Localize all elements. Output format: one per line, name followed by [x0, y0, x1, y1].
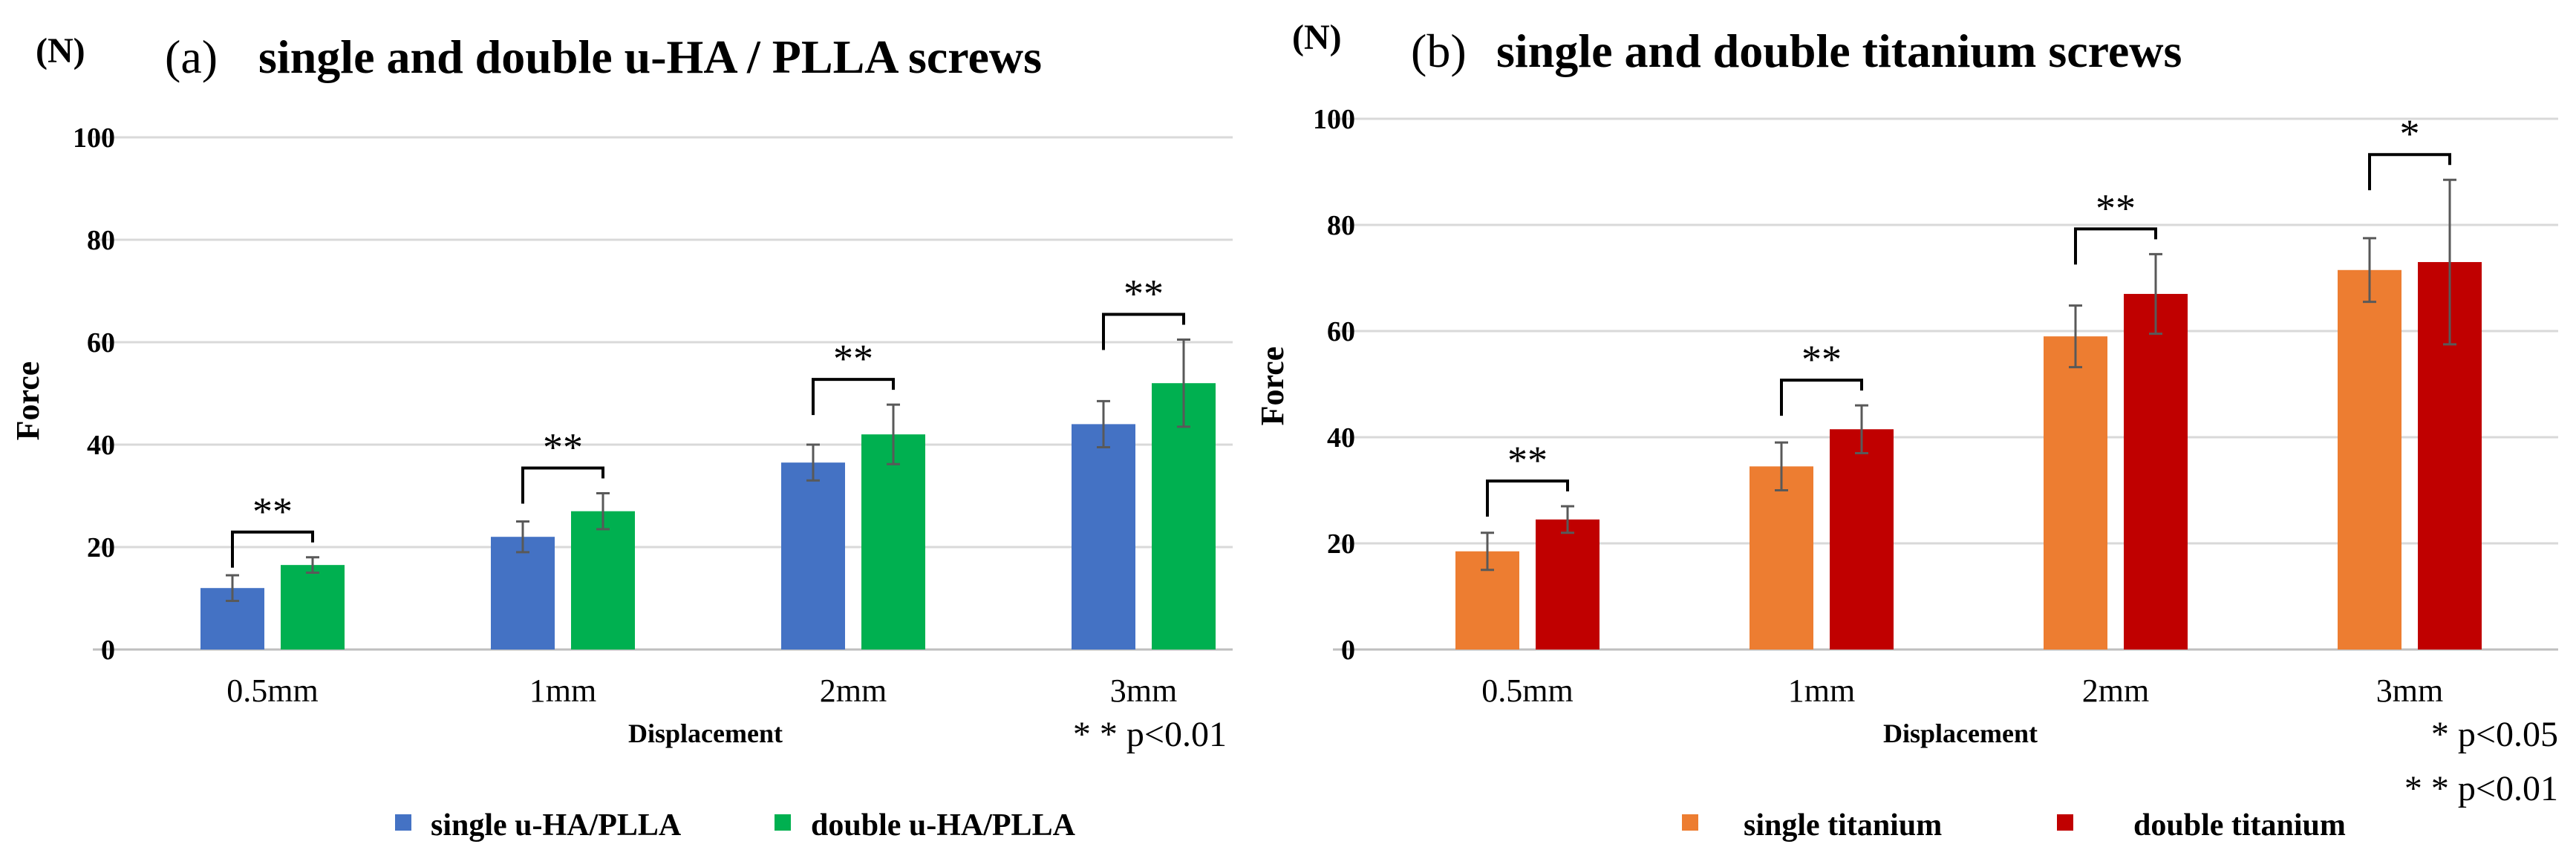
- chart-title: single and double titanium screws: [1496, 24, 2182, 77]
- bar: [861, 434, 925, 650]
- bar: [2044, 336, 2107, 650]
- p-value-note: * * p<0.01: [2404, 769, 2558, 808]
- x-tick-label: 2mm: [820, 673, 887, 709]
- x-tick-label: 1mm: [1788, 673, 1855, 709]
- y-tick-label: 40: [1327, 422, 1355, 454]
- legend-swatch: [2057, 814, 2073, 831]
- x-tick-label: 0.5mm: [226, 673, 318, 709]
- significance-bracket: [2368, 153, 2451, 191]
- bar: [571, 511, 635, 650]
- y-axis-label: Force: [10, 361, 46, 441]
- legend-label: double u-HA/PLLA: [811, 808, 1076, 843]
- significance-label: *: [2400, 111, 2420, 156]
- significance-bracket: [1102, 313, 1185, 350]
- legend-label: single titanium: [1744, 808, 1942, 843]
- y-tick-label: 100: [1313, 104, 1355, 135]
- significance-bracket: [521, 466, 604, 504]
- significance-bracket: [812, 378, 895, 416]
- unit-label: (N): [1292, 18, 1342, 57]
- significance-bracket: [2074, 227, 2157, 265]
- y-tick-label: 0: [101, 635, 115, 666]
- p-value-note: * p<0.05: [2431, 715, 2558, 754]
- panel-tag: (b): [1411, 24, 1467, 77]
- unit-label: (N): [36, 31, 85, 71]
- legend-swatch: [775, 814, 791, 831]
- bars: [1455, 262, 2482, 650]
- panel-tag: (a): [165, 30, 218, 83]
- significance-bracket: [231, 530, 314, 568]
- y-tick-label: 20: [1327, 529, 1355, 560]
- significance-label: **: [252, 489, 293, 534]
- bar: [2124, 293, 2188, 650]
- x-tick-label: 0.5mm: [1481, 673, 1573, 709]
- x-tick-label: 2mm: [2082, 673, 2149, 709]
- legend-label: single u-HA/PLLA: [431, 808, 682, 843]
- legend-swatch: [1682, 814, 1698, 831]
- x-tick-labels: 0.5mm 1mm 2mm 3mm: [1481, 673, 2443, 709]
- y-tick-label: 60: [87, 327, 115, 359]
- panel-b: (N) (b) single and double titanium screw…: [1254, 18, 2558, 843]
- x-tick-label: 3mm: [1110, 673, 1177, 709]
- significance-label: **: [543, 425, 583, 470]
- bar: [1072, 424, 1135, 650]
- bar: [2338, 269, 2401, 650]
- y-tick-label: 40: [87, 430, 115, 461]
- significance-label: **: [1507, 438, 1548, 482]
- bar: [1830, 429, 1894, 650]
- y-axis-label: Force: [1254, 347, 1291, 426]
- legend-swatch: [395, 814, 411, 831]
- y-tick-label: 80: [1327, 210, 1355, 241]
- p-value-note: * * p<0.01: [1073, 715, 1227, 754]
- bar: [781, 462, 845, 650]
- legend-label: double titanium: [2133, 808, 2346, 843]
- y-tick-label: 100: [73, 122, 115, 154]
- gridlines: [93, 136, 1233, 651]
- significance-bracket: [1780, 379, 1863, 416]
- y-tick-label: 0: [1341, 635, 1355, 666]
- x-tick-labels: 0.5mm 1mm 2mm 3mm: [226, 673, 1177, 709]
- y-tick-labels: 0 20 40 60 80 100: [73, 122, 115, 666]
- x-axis-label: Displacement: [628, 719, 783, 748]
- legend: single u-HA/PLLA double u-HA/PLLA: [395, 808, 1076, 843]
- y-tick-label: 20: [87, 532, 115, 563]
- y-tick-label: 80: [87, 225, 115, 256]
- significance-bracket: [1486, 479, 1569, 517]
- x-axis-label: Displacement: [1883, 719, 2038, 748]
- significance-markers: *******: [1486, 111, 2451, 517]
- significance-markers: ** ** ** **: [231, 272, 1185, 568]
- bar: [491, 537, 555, 650]
- bars: [200, 383, 1216, 650]
- y-tick-label: 60: [1327, 316, 1355, 347]
- chart-title: single and double u-HA / PLLA screws: [258, 30, 1042, 83]
- x-tick-label: 3mm: [2376, 673, 2443, 709]
- legend: single titanium double titanium: [1682, 808, 2346, 843]
- significance-label: **: [833, 336, 873, 381]
- x-tick-label: 1mm: [529, 673, 596, 709]
- bar: [1750, 466, 1813, 650]
- bar: [1536, 519, 1600, 650]
- bar: [281, 565, 345, 650]
- significance-label: **: [1124, 272, 1164, 316]
- significance-label: **: [2096, 186, 2136, 230]
- panel-a: (N) (a) single and double u-HA / PLLA sc…: [10, 30, 1233, 843]
- significance-label: **: [1801, 337, 1842, 382]
- error-bars: [226, 338, 1190, 602]
- y-tick-labels: 0 20 40 60 80 100: [1313, 104, 1355, 666]
- error-bars: [1481, 178, 2456, 572]
